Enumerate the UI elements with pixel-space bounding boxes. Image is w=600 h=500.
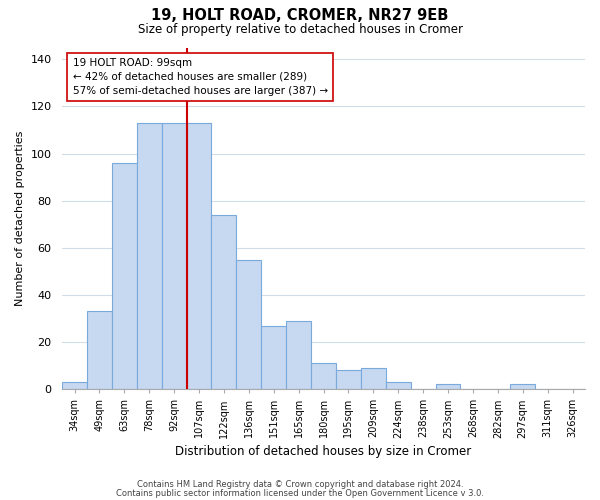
Bar — [436, 384, 460, 389]
Bar — [161, 123, 187, 389]
Text: 19, HOLT ROAD, CROMER, NR27 9EB: 19, HOLT ROAD, CROMER, NR27 9EB — [151, 8, 449, 22]
Text: Size of property relative to detached houses in Cromer: Size of property relative to detached ho… — [137, 22, 463, 36]
Bar — [311, 363, 336, 389]
Bar — [236, 260, 261, 389]
Text: Contains HM Land Registry data © Crown copyright and database right 2024.: Contains HM Land Registry data © Crown c… — [137, 480, 463, 489]
Bar — [187, 123, 211, 389]
Bar — [62, 382, 87, 389]
Bar — [261, 326, 286, 389]
Bar — [510, 384, 535, 389]
Y-axis label: Number of detached properties: Number of detached properties — [15, 130, 25, 306]
Bar — [137, 123, 161, 389]
Bar — [112, 163, 137, 389]
X-axis label: Distribution of detached houses by size in Cromer: Distribution of detached houses by size … — [175, 444, 472, 458]
Bar — [286, 321, 311, 389]
Bar — [386, 382, 410, 389]
Bar — [211, 215, 236, 389]
Text: 19 HOLT ROAD: 99sqm
← 42% of detached houses are smaller (289)
57% of semi-detac: 19 HOLT ROAD: 99sqm ← 42% of detached ho… — [73, 58, 328, 96]
Bar — [336, 370, 361, 389]
Text: Contains public sector information licensed under the Open Government Licence v : Contains public sector information licen… — [116, 488, 484, 498]
Bar — [87, 312, 112, 389]
Bar — [361, 368, 386, 389]
